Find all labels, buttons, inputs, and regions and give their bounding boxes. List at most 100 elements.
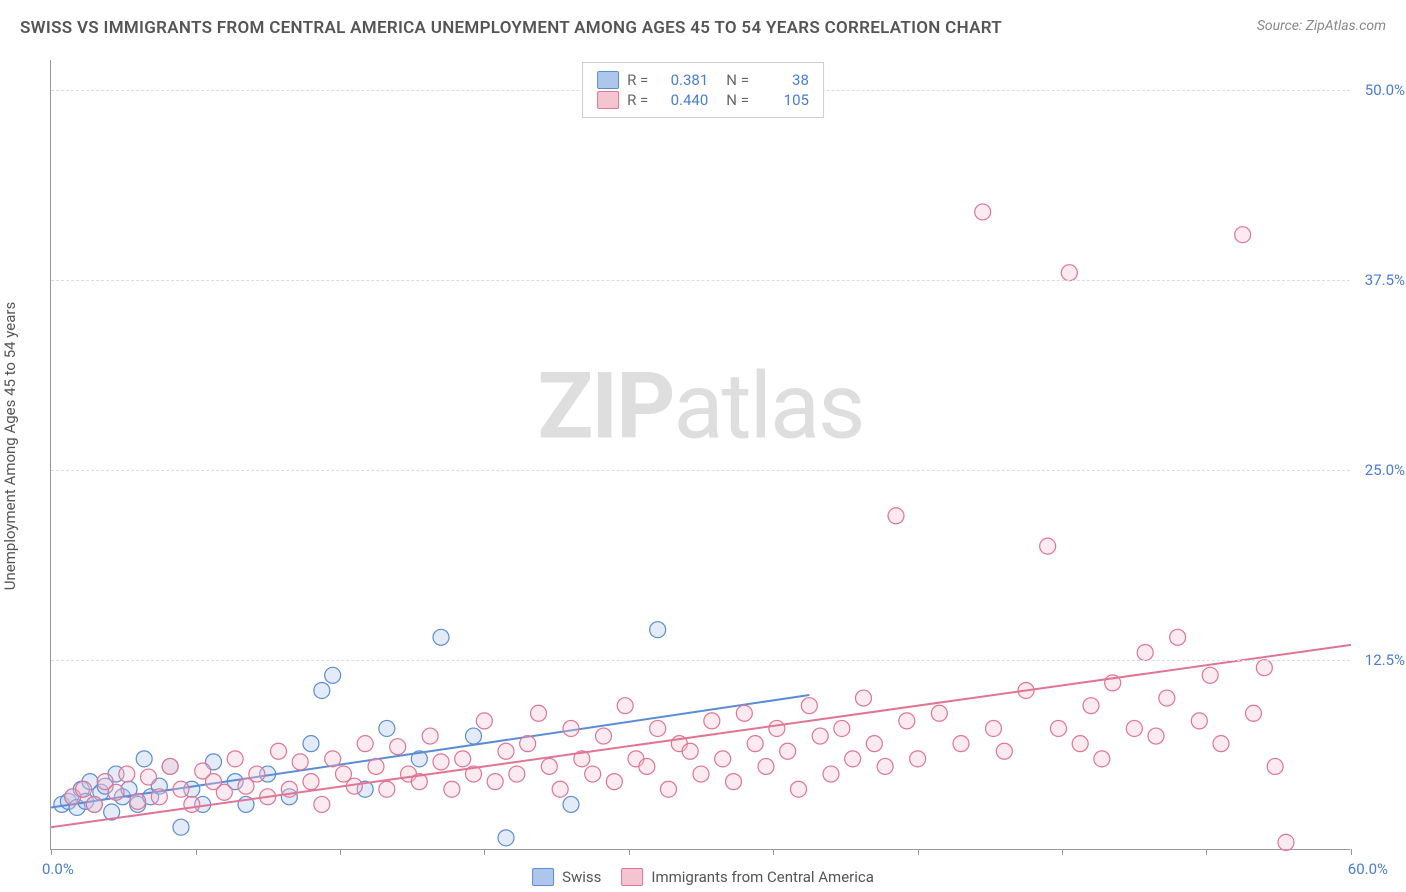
data-point — [130, 793, 146, 809]
data-point — [1051, 720, 1067, 736]
series-legend: Swiss Immigrants from Central America — [532, 868, 874, 886]
data-point — [509, 766, 525, 782]
data-point — [141, 769, 157, 785]
data-point — [433, 629, 449, 645]
r-label: R = — [627, 91, 648, 109]
data-point — [769, 720, 785, 736]
data-point — [498, 743, 514, 759]
y-axis-label: Unemployment Among Ages 45 to 54 years — [1, 302, 19, 590]
data-point — [736, 705, 752, 721]
n-value: 105 — [757, 91, 809, 109]
data-point — [1061, 265, 1077, 281]
data-point — [227, 751, 243, 767]
data-point — [693, 766, 709, 782]
data-point — [151, 789, 167, 805]
data-point — [390, 739, 406, 755]
n-value: 38 — [757, 71, 809, 89]
data-point — [552, 781, 568, 797]
data-point — [866, 736, 882, 752]
data-point — [1137, 645, 1153, 661]
data-point — [931, 705, 947, 721]
legend-item: Immigrants from Central America — [621, 868, 874, 886]
data-point — [325, 667, 341, 683]
gridline — [51, 280, 1350, 281]
data-point — [498, 830, 514, 846]
legend-label: Immigrants from Central America — [651, 868, 874, 886]
data-point — [1191, 713, 1207, 729]
scatter-plot — [51, 60, 1350, 849]
data-point — [780, 743, 796, 759]
data-point — [379, 720, 395, 736]
data-point — [801, 698, 817, 714]
chart-title: SWISS VS IMMIGRANTS FROM CENTRAL AMERICA… — [20, 18, 1002, 38]
data-point — [1148, 728, 1164, 744]
x-tick — [1351, 849, 1352, 855]
data-point — [1170, 629, 1186, 645]
gridline — [51, 470, 1350, 471]
data-point — [715, 751, 731, 767]
data-point — [314, 796, 330, 812]
data-point — [682, 743, 698, 759]
data-point — [606, 774, 622, 790]
data-point — [812, 728, 828, 744]
x-tick — [1206, 849, 1207, 855]
x-tick — [340, 849, 341, 855]
source-label: Source: ZipAtlas.com — [1257, 18, 1386, 34]
data-point — [986, 720, 1002, 736]
data-point — [173, 819, 189, 835]
data-point — [758, 758, 774, 774]
data-point — [86, 796, 102, 812]
legend-swatch — [532, 868, 554, 886]
data-point — [119, 766, 135, 782]
x-axis-min-label: 0.0% — [42, 860, 74, 878]
y-tick-label: 12.5% — [1365, 651, 1405, 669]
n-label: N = — [726, 71, 749, 89]
data-point — [650, 720, 666, 736]
y-tick-label: 37.5% — [1365, 271, 1405, 289]
data-point — [563, 720, 579, 736]
data-point — [76, 781, 92, 797]
data-point — [303, 774, 319, 790]
data-point — [1235, 227, 1251, 243]
data-point — [487, 774, 503, 790]
data-point — [661, 781, 677, 797]
data-point — [585, 766, 601, 782]
data-point — [1083, 698, 1099, 714]
data-point — [563, 796, 579, 812]
correlation-legend: R =0.381N =38R =0.440N =105 — [582, 62, 824, 118]
data-point — [325, 751, 341, 767]
data-point — [292, 754, 308, 770]
data-point — [422, 728, 438, 744]
data-point — [1246, 705, 1262, 721]
data-point — [1040, 538, 1056, 554]
r-value: 0.440 — [656, 91, 708, 109]
data-point — [476, 713, 492, 729]
data-point — [531, 705, 547, 721]
legend-item: Swiss — [532, 868, 601, 886]
data-point — [899, 713, 915, 729]
data-point — [303, 736, 319, 752]
data-point — [888, 508, 904, 524]
n-label: N = — [726, 91, 749, 109]
legend-label: Swiss — [562, 868, 601, 886]
data-point — [108, 784, 124, 800]
data-point — [1267, 758, 1283, 774]
data-point — [704, 713, 720, 729]
x-tick — [51, 849, 52, 855]
x-tick — [1062, 849, 1063, 855]
data-point — [596, 728, 612, 744]
x-tick — [773, 849, 774, 855]
y-tick-label: 50.0% — [1365, 81, 1405, 99]
data-point — [357, 736, 373, 752]
x-tick — [196, 849, 197, 855]
data-point — [1072, 736, 1088, 752]
x-tick — [918, 849, 919, 855]
legend-row: R = 0.440 N = 105 — [597, 91, 809, 109]
data-point — [1126, 720, 1142, 736]
legend-swatch — [597, 91, 619, 109]
data-point — [379, 781, 395, 797]
legend-swatch — [621, 868, 643, 886]
data-point — [877, 758, 893, 774]
data-point — [1256, 660, 1272, 676]
r-label: R = — [627, 71, 648, 89]
